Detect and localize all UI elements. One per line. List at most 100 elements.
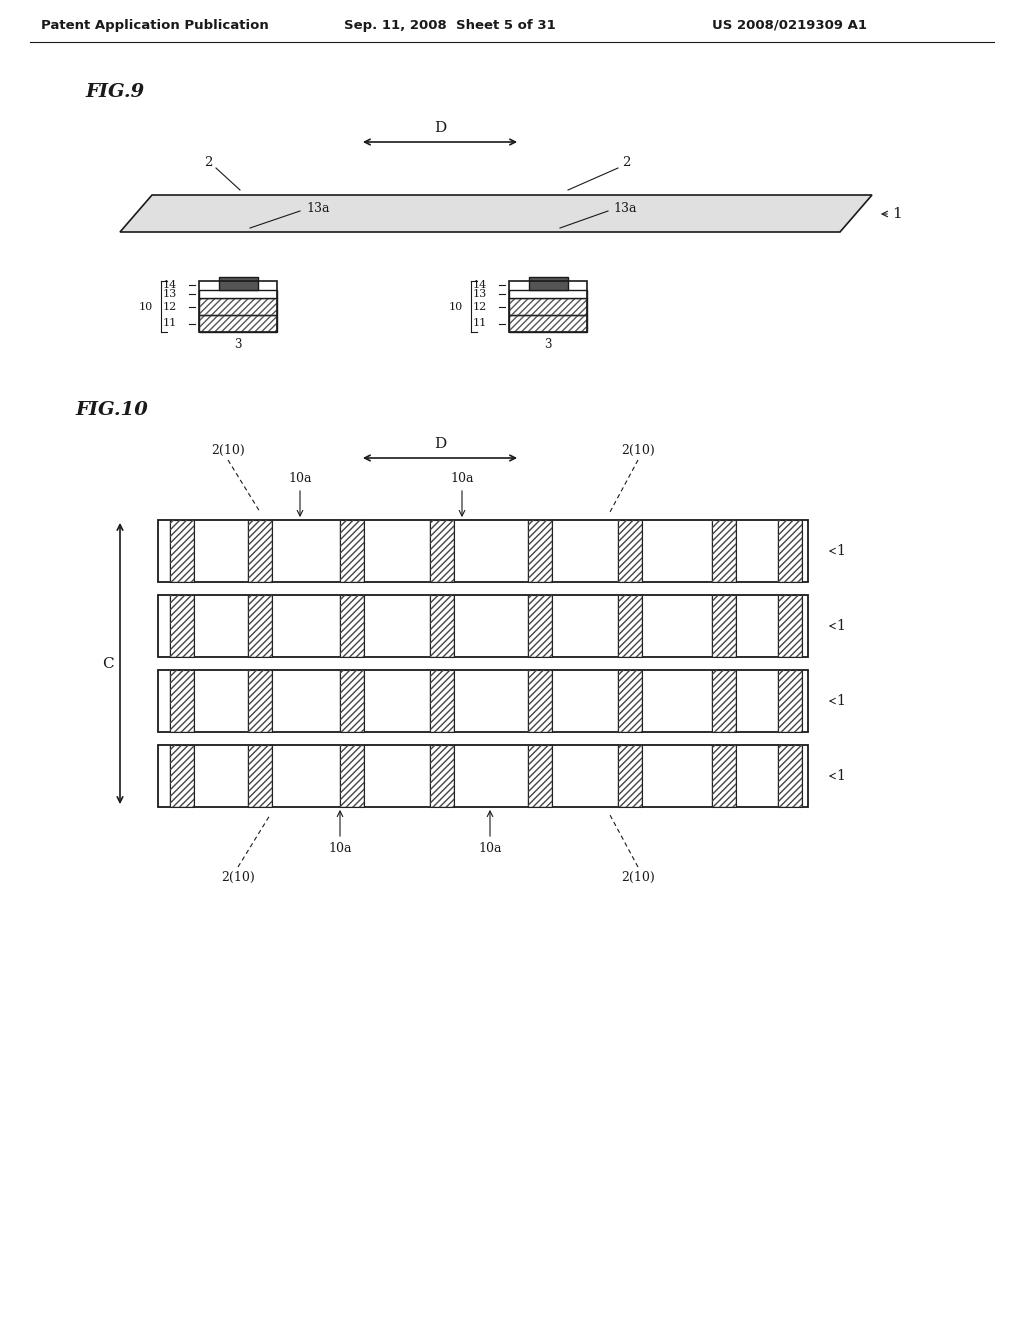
Text: 3: 3 xyxy=(234,338,242,351)
Text: 10a: 10a xyxy=(329,842,352,855)
Bar xyxy=(618,595,642,657)
Bar xyxy=(778,595,802,657)
Text: 14: 14 xyxy=(473,280,487,290)
Text: 2(10): 2(10) xyxy=(211,444,245,457)
Text: 12: 12 xyxy=(163,301,177,312)
Text: 11: 11 xyxy=(473,318,487,329)
Bar xyxy=(170,671,194,733)
Bar xyxy=(430,744,454,807)
Bar xyxy=(340,744,364,807)
Bar xyxy=(528,520,552,582)
Bar xyxy=(219,277,258,290)
Text: FIG.10: FIG.10 xyxy=(75,401,147,418)
Bar xyxy=(248,520,272,582)
Bar xyxy=(170,595,194,657)
Bar xyxy=(199,298,278,315)
Bar xyxy=(778,744,802,807)
Text: 2(10): 2(10) xyxy=(221,870,255,883)
Text: 3: 3 xyxy=(544,338,552,351)
Bar xyxy=(528,595,552,657)
Text: 13a: 13a xyxy=(306,202,330,214)
Text: 2(10): 2(10) xyxy=(622,444,655,457)
Bar xyxy=(170,744,194,807)
Bar xyxy=(158,520,808,582)
Bar xyxy=(618,671,642,733)
Bar xyxy=(712,595,736,657)
Bar xyxy=(778,671,802,733)
Text: 1: 1 xyxy=(836,694,845,708)
Text: 10a: 10a xyxy=(288,471,311,484)
Bar xyxy=(158,595,808,657)
Bar xyxy=(199,315,278,333)
Text: 2: 2 xyxy=(204,156,212,169)
Bar xyxy=(778,520,802,582)
Bar xyxy=(199,298,278,315)
Text: C: C xyxy=(102,656,114,671)
Bar xyxy=(248,744,272,807)
Bar xyxy=(170,520,194,582)
Bar xyxy=(430,595,454,657)
Bar xyxy=(712,744,736,807)
Text: 2: 2 xyxy=(622,156,630,169)
Bar xyxy=(430,520,454,582)
Bar xyxy=(618,520,642,582)
Text: 13: 13 xyxy=(473,289,487,300)
Bar xyxy=(712,671,736,733)
Text: FIG.9: FIG.9 xyxy=(85,83,144,102)
Bar xyxy=(340,671,364,733)
Bar xyxy=(618,744,642,807)
Text: 13a: 13a xyxy=(613,202,637,214)
Text: 10: 10 xyxy=(449,301,463,312)
Bar xyxy=(778,595,802,657)
Bar xyxy=(248,744,272,807)
Polygon shape xyxy=(120,195,872,232)
Bar xyxy=(528,744,552,807)
Bar xyxy=(340,520,364,582)
Bar xyxy=(170,744,194,807)
Text: D: D xyxy=(434,121,446,135)
Bar xyxy=(340,595,364,657)
Bar xyxy=(340,520,364,582)
Bar xyxy=(528,671,552,733)
Bar xyxy=(430,671,454,733)
Bar xyxy=(158,671,808,733)
Bar xyxy=(509,290,587,298)
Text: 11: 11 xyxy=(163,318,177,329)
Text: D: D xyxy=(434,437,446,451)
Bar xyxy=(248,595,272,657)
Bar xyxy=(170,671,194,733)
Bar xyxy=(509,281,587,333)
Text: 1: 1 xyxy=(892,207,902,220)
Bar xyxy=(712,744,736,807)
Bar xyxy=(618,671,642,733)
Bar xyxy=(778,520,802,582)
Bar xyxy=(712,520,736,582)
Bar xyxy=(618,520,642,582)
Text: 14: 14 xyxy=(163,280,177,290)
Bar xyxy=(712,595,736,657)
Bar xyxy=(340,744,364,807)
Text: US 2008/0219309 A1: US 2008/0219309 A1 xyxy=(713,18,867,32)
Bar xyxy=(509,315,587,333)
Bar xyxy=(199,315,278,333)
Bar xyxy=(528,520,552,582)
Bar xyxy=(528,744,552,807)
Text: 2(10): 2(10) xyxy=(622,870,655,883)
Bar xyxy=(340,595,364,657)
Bar xyxy=(430,595,454,657)
Text: 1: 1 xyxy=(836,770,845,783)
Bar xyxy=(340,671,364,733)
Text: 12: 12 xyxy=(473,301,487,312)
Bar xyxy=(529,277,568,290)
Bar xyxy=(248,671,272,733)
Bar xyxy=(430,671,454,733)
Bar xyxy=(248,595,272,657)
Bar xyxy=(509,298,587,315)
Bar xyxy=(528,595,552,657)
Bar xyxy=(199,290,278,298)
Bar xyxy=(509,315,587,333)
Text: 10a: 10a xyxy=(478,842,502,855)
Bar xyxy=(712,671,736,733)
Bar xyxy=(248,520,272,582)
Bar xyxy=(509,298,587,315)
